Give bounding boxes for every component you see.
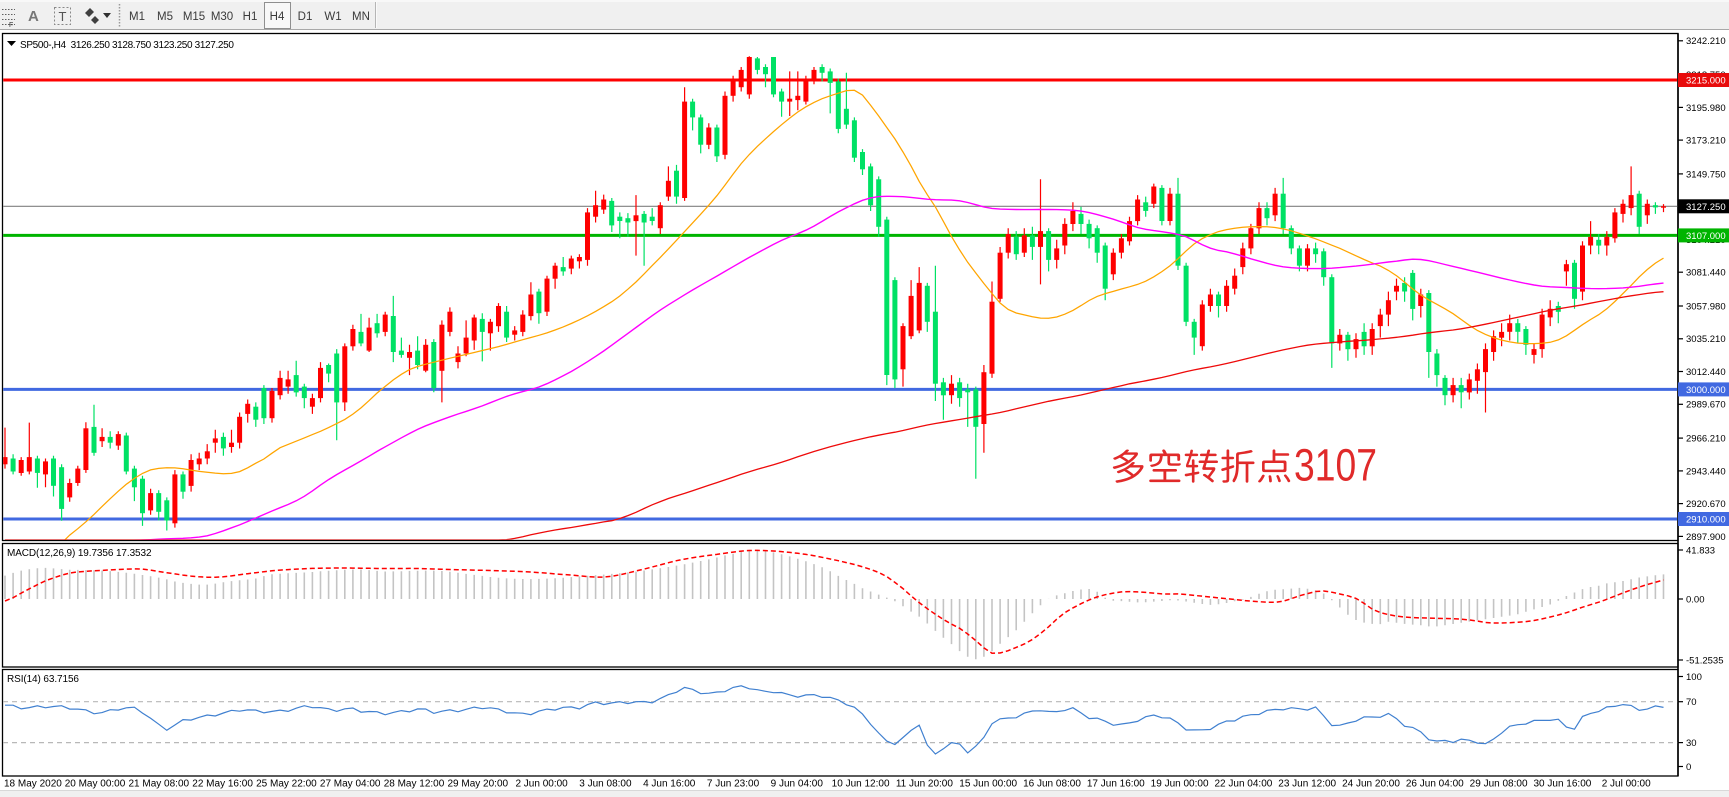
svg-text:W1: W1 [324, 11, 341, 23]
svg-text:21 May 08:00: 21 May 08:00 [128, 779, 189, 790]
svg-text:T: T [59, 9, 67, 24]
svg-text:17 Jun 16:00: 17 Jun 16:00 [1087, 779, 1145, 790]
svg-text:9 Jun 04:00: 9 Jun 04:00 [771, 779, 824, 790]
svg-text:A: A [28, 8, 39, 25]
svg-text:7 Jun 23:00: 7 Jun 23:00 [707, 779, 760, 790]
svg-text:10 Jun 12:00: 10 Jun 12:00 [832, 779, 890, 790]
svg-text:M30: M30 [211, 11, 233, 23]
svg-text:2966.210: 2966.210 [1686, 434, 1726, 445]
svg-text:27 May 04:00: 27 May 04:00 [320, 779, 381, 790]
svg-text:15 Jun 00:00: 15 Jun 00:00 [959, 779, 1017, 790]
svg-text:25 May 22:00: 25 May 22:00 [256, 779, 317, 790]
svg-text:2 Jul 00:00: 2 Jul 00:00 [1602, 779, 1651, 790]
svg-text:F: F [9, 22, 13, 29]
svg-text:4 Jun 16:00: 4 Jun 16:00 [643, 779, 696, 790]
svg-text:26 Jun 04:00: 26 Jun 04:00 [1406, 779, 1464, 790]
svg-text:29 May 20:00: 29 May 20:00 [447, 779, 508, 790]
svg-text:0.00: 0.00 [1686, 594, 1705, 605]
svg-text:M15: M15 [183, 11, 205, 23]
svg-text:2 Jun 00:00: 2 Jun 00:00 [515, 779, 568, 790]
svg-text:11 Jun 20:00: 11 Jun 20:00 [896, 779, 954, 790]
svg-text:MN: MN [352, 11, 370, 23]
svg-text:3 Jun 08:00: 3 Jun 08:00 [579, 779, 632, 790]
svg-text:28 May 12:00: 28 May 12:00 [384, 779, 445, 790]
svg-text:30 Jun 16:00: 30 Jun 16:00 [1533, 779, 1591, 790]
svg-text:16 Jun 08:00: 16 Jun 08:00 [1023, 779, 1081, 790]
svg-text:SP500-,H4 3126.250 3128.750 3: SP500-,H4 3126.250 3128.750 3123.250 312… [20, 40, 234, 51]
svg-text:3195.980: 3195.980 [1686, 103, 1726, 114]
svg-text:MACD(12,26,9) 19.7356 17.3532: MACD(12,26,9) 19.7356 17.3532 [7, 548, 152, 559]
svg-text:3000.000: 3000.000 [1686, 385, 1726, 396]
svg-text:2920.670: 2920.670 [1686, 499, 1726, 510]
svg-text:100: 100 [1686, 672, 1702, 683]
svg-text:2943.440: 2943.440 [1686, 466, 1726, 477]
svg-text:70: 70 [1686, 697, 1697, 708]
svg-text:3107: 3107 [1294, 440, 1377, 491]
svg-text:29 Jun 08:00: 29 Jun 08:00 [1470, 779, 1528, 790]
svg-text:3035.210: 3035.210 [1686, 334, 1726, 345]
svg-text:19 Jun 00:00: 19 Jun 00:00 [1151, 779, 1209, 790]
svg-text:20 May 00:00: 20 May 00:00 [65, 779, 126, 790]
svg-text:-51.2535: -51.2535 [1686, 655, 1724, 666]
svg-text:3081.440: 3081.440 [1686, 268, 1726, 279]
svg-text:RSI(14) 63.7156: RSI(14) 63.7156 [7, 674, 79, 685]
svg-text:18 May 2020: 18 May 2020 [4, 779, 62, 790]
svg-text:23 Jun 12:00: 23 Jun 12:00 [1278, 779, 1336, 790]
svg-text:41.833: 41.833 [1686, 545, 1715, 556]
svg-text:3012.440: 3012.440 [1686, 367, 1726, 378]
svg-text:3173.210: 3173.210 [1686, 136, 1726, 147]
svg-text:22 Jun 04:00: 22 Jun 04:00 [1214, 779, 1272, 790]
svg-text:22 May 16:00: 22 May 16:00 [192, 779, 253, 790]
svg-text:24 Jun 20:00: 24 Jun 20:00 [1342, 779, 1400, 790]
svg-text:2897.900: 2897.900 [1686, 532, 1726, 543]
svg-text:3242.210: 3242.210 [1686, 36, 1726, 47]
svg-text:2989.670: 2989.670 [1686, 400, 1726, 411]
svg-text:D1: D1 [298, 11, 313, 23]
svg-text:H1: H1 [243, 11, 258, 23]
svg-text:0: 0 [1686, 762, 1691, 773]
svg-text:H4: H4 [270, 11, 285, 23]
svg-text:3215.000: 3215.000 [1686, 76, 1726, 87]
svg-text:3149.750: 3149.750 [1686, 169, 1726, 180]
svg-text:3107.000: 3107.000 [1686, 231, 1726, 242]
svg-text:2910.000: 2910.000 [1686, 515, 1726, 526]
svg-text:30: 30 [1686, 738, 1697, 749]
svg-text:M1: M1 [129, 11, 145, 23]
svg-text:3057.980: 3057.980 [1686, 301, 1726, 312]
svg-text:3127.250: 3127.250 [1686, 202, 1726, 213]
svg-text:M5: M5 [157, 11, 173, 23]
